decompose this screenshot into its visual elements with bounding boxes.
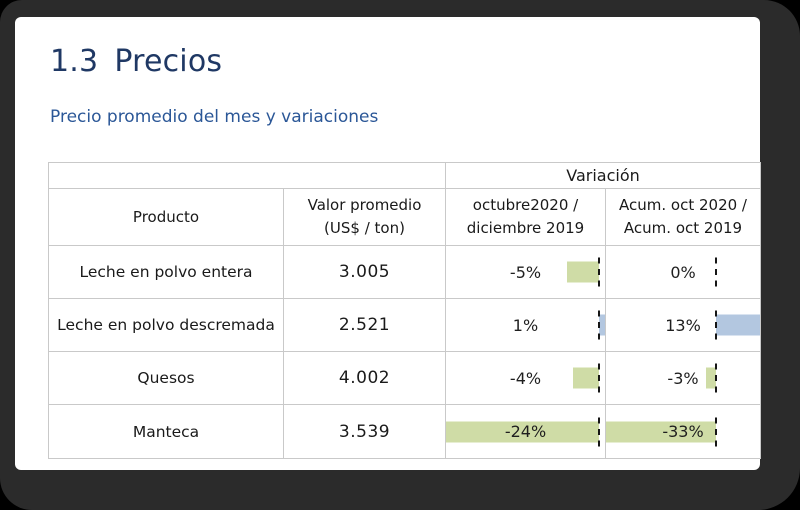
variation-label: 1% <box>512 315 539 335</box>
variation-label: 13% <box>665 315 701 335</box>
variation-label: -24% <box>504 422 547 441</box>
zero-axis-line <box>597 310 600 340</box>
report-page: 1.3 Precios Precio promedio del mes y var… <box>15 17 762 470</box>
variation-cell: -4% <box>445 351 606 405</box>
variation-cell: -5% <box>445 245 606 299</box>
table-row: Quesos 4.002 -4% -3% <box>48 351 762 405</box>
zero-axis-line <box>597 257 600 287</box>
variation-label: -33% <box>662 422 704 441</box>
section-subtitle: Precio promedio del mes y variaciones <box>50 107 379 127</box>
variation-cell: -33% <box>604 404 762 459</box>
value-cell: 3.539 <box>283 404 446 459</box>
variation-cell: 13% <box>604 298 762 352</box>
header-line: Acum. oct 2020 / <box>619 196 747 214</box>
zero-axis-line <box>715 363 718 393</box>
variation-bar <box>598 314 605 336</box>
zero-axis-line <box>715 417 718 446</box>
zero-axis-line <box>597 417 600 446</box>
header-line: diciembre 2019 <box>466 219 585 237</box>
zero-axis-line <box>715 257 718 287</box>
header-line: Valor promedio <box>307 196 422 214</box>
header-line: Acum. oct 2019 <box>623 219 743 237</box>
variation-bar <box>566 261 599 283</box>
section-title: 1.3 Precios <box>50 45 222 79</box>
table-row: Leche en polvo descremada 2.521 1% 13% <box>48 298 762 352</box>
variation-bar <box>716 314 760 336</box>
variation-bar <box>706 367 717 389</box>
variation-cell: -3% <box>604 351 762 405</box>
product-cell: Manteca <box>48 404 284 459</box>
variation-cell: -24% <box>445 404 606 459</box>
value-cell: 4.002 <box>283 351 446 405</box>
value-cell: 2.521 <box>283 298 446 352</box>
empty-header-cell <box>48 162 446 189</box>
variation-bar <box>606 421 717 442</box>
zero-axis-line <box>715 310 718 340</box>
product-column-header: Producto <box>48 188 284 246</box>
section-title-text: Precios <box>114 44 223 79</box>
variation-col2-header: Acum. oct 2020 / Acum. oct 2019 <box>604 188 762 246</box>
header-line: (US$ / ton) <box>324 219 405 237</box>
table-row: Leche en polvo entera 3.005 -5% 0% <box>48 245 762 299</box>
product-cell: Leche en polvo descremada <box>48 298 284 352</box>
header-line: octubre2020 / <box>472 196 579 214</box>
table-row: Manteca 3.539 -24% -33% <box>48 404 762 459</box>
zero-axis-line <box>597 363 600 393</box>
variation-label: 0% <box>670 262 696 282</box>
variation-header-cell: Variación <box>444 162 762 189</box>
variation-bar <box>573 367 599 389</box>
variation-label: -5% <box>509 262 542 282</box>
value-column-header: Valor promedio (US$ / ton) <box>283 188 446 246</box>
variation-col1-header: octubre2020 / diciembre 2019 <box>445 188 606 246</box>
product-cell: Leche en polvo entera <box>48 245 284 299</box>
variation-label: -4% <box>509 368 542 388</box>
section-number: 1.3 <box>50 44 99 79</box>
value-cell: 3.005 <box>283 245 446 299</box>
variation-cell: 1% <box>445 298 606 352</box>
variation-bar <box>446 421 599 442</box>
variation-cell: 0% <box>604 245 762 299</box>
variation-label: -3% <box>667 368 699 388</box>
product-cell: Quesos <box>48 351 284 405</box>
price-table: Variación Producto Valor promedio (US$ /… <box>48 162 762 459</box>
